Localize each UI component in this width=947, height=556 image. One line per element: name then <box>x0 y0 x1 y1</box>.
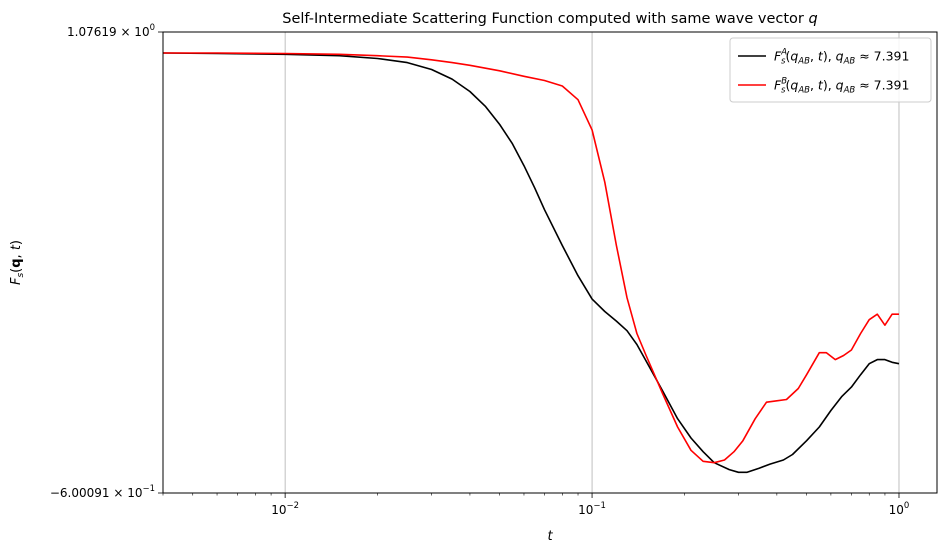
tick-layer: 10−2 10−1 100 1.07619 × 100 −6.00091 × 10−1 <box>50 23 910 517</box>
y-axis-label: Fs(q, t) <box>9 240 26 285</box>
series-line-b <box>163 52 899 464</box>
x-tick-label: 10−1 <box>578 501 606 517</box>
chart-title: Self-Intermediate Scattering Function co… <box>282 11 817 27</box>
legend-box <box>729 37 932 103</box>
y-tick-label: 1.07619 × 100 <box>67 23 155 39</box>
plot-frame <box>162 31 938 494</box>
legend: FA s(qAB, t), qAB ≈ 7.391 FB s(qAB, t), qAB… <box>729 37 932 103</box>
legend-label-a: FA s(qAB, t), qAB ≈ 7.391 <box>774 48 909 67</box>
x-axis-label: t <box>547 529 553 544</box>
legend-label-b: FB s(qAB, t), qAB ≈ 7.391 <box>774 77 909 96</box>
x-tick-label: 100 <box>889 501 910 517</box>
series-layer <box>162 52 900 474</box>
x-tick-label: 10−2 <box>271 501 299 517</box>
y-tick-label: −6.00091 × 10−1 <box>50 484 155 500</box>
grid-layer <box>284 32 900 493</box>
